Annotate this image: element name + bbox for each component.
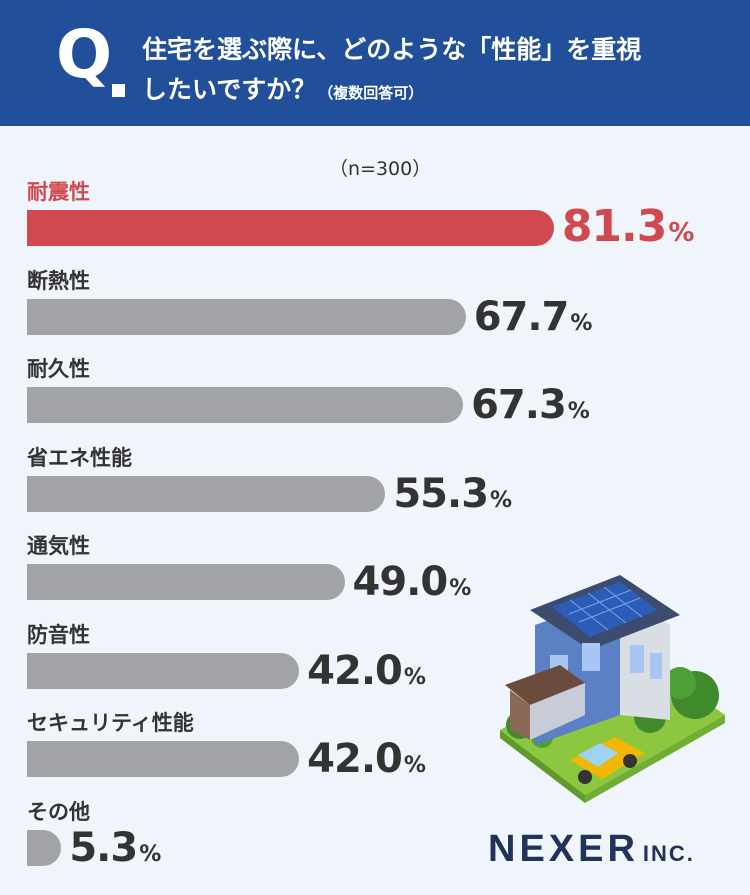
value-label: 42.0%	[307, 736, 426, 782]
value-unit: %	[403, 753, 426, 778]
value-unit: %	[668, 218, 694, 248]
value-label: 67.3%	[471, 382, 590, 428]
value-unit: %	[403, 664, 426, 690]
category-label: その他	[27, 799, 90, 824]
sample-size: （n=300）	[329, 158, 432, 180]
logo-main: NEXER	[488, 828, 639, 870]
question-note: （複数回答可）	[318, 84, 424, 102]
category-label: セキュリティ性能	[27, 711, 194, 735]
category-label: 耐久性	[27, 357, 90, 381]
house-icon	[500, 575, 725, 803]
value-unit: %	[570, 310, 592, 336]
category-label: 通気性	[27, 534, 90, 558]
value-label: 81.3%	[562, 205, 695, 249]
value-number: 49.0	[352, 559, 449, 605]
value-unit: %	[449, 576, 471, 601]
value-number: 55.3	[393, 470, 489, 517]
value-number: 42.0	[307, 736, 403, 782]
bar	[27, 829, 62, 866]
logo-suffix: INC.	[642, 841, 695, 866]
question-line1: 住宅を選ぶ際に、どのような「性能」を重視	[142, 35, 642, 64]
bar	[27, 475, 386, 512]
value-unit: %	[567, 399, 590, 424]
question-line2: したいですか？ （複数回答可）	[142, 70, 423, 106]
bar	[27, 210, 554, 246]
value-label: 42.0%	[307, 647, 426, 694]
value-number: 81.3	[561, 201, 668, 252]
category-label: 断熱性	[27, 268, 90, 293]
question-header: Q 住宅を選ぶ際に、どのような「性能」を重視 したいですか？ （複数回答可）	[0, 0, 750, 126]
value-number: 5.3	[69, 824, 138, 871]
bar	[27, 298, 466, 335]
value-label: 5.3%	[69, 824, 161, 871]
q-letter: Q	[56, 16, 113, 93]
value-label: 67.7%	[473, 293, 593, 340]
value-number: 67.3	[471, 382, 567, 428]
bar	[27, 741, 300, 777]
question-line2-text: したいですか？	[142, 75, 317, 104]
category-label: 省エネ性能	[27, 445, 132, 470]
nexer-logo: NEXER INC.	[488, 828, 695, 871]
value-unit: %	[139, 841, 161, 867]
value-number: 42.0	[307, 647, 403, 694]
bar	[27, 564, 345, 600]
category-label: 防音性	[27, 622, 90, 647]
category-label: 耐震性	[27, 180, 90, 204]
value-label: 49.0%	[352, 559, 472, 605]
value-number: 67.7	[473, 293, 570, 340]
bar	[27, 652, 300, 689]
value-unit: %	[490, 487, 512, 513]
value-label: 55.3%	[393, 470, 512, 517]
bar	[27, 387, 464, 423]
q-dot	[112, 84, 125, 97]
